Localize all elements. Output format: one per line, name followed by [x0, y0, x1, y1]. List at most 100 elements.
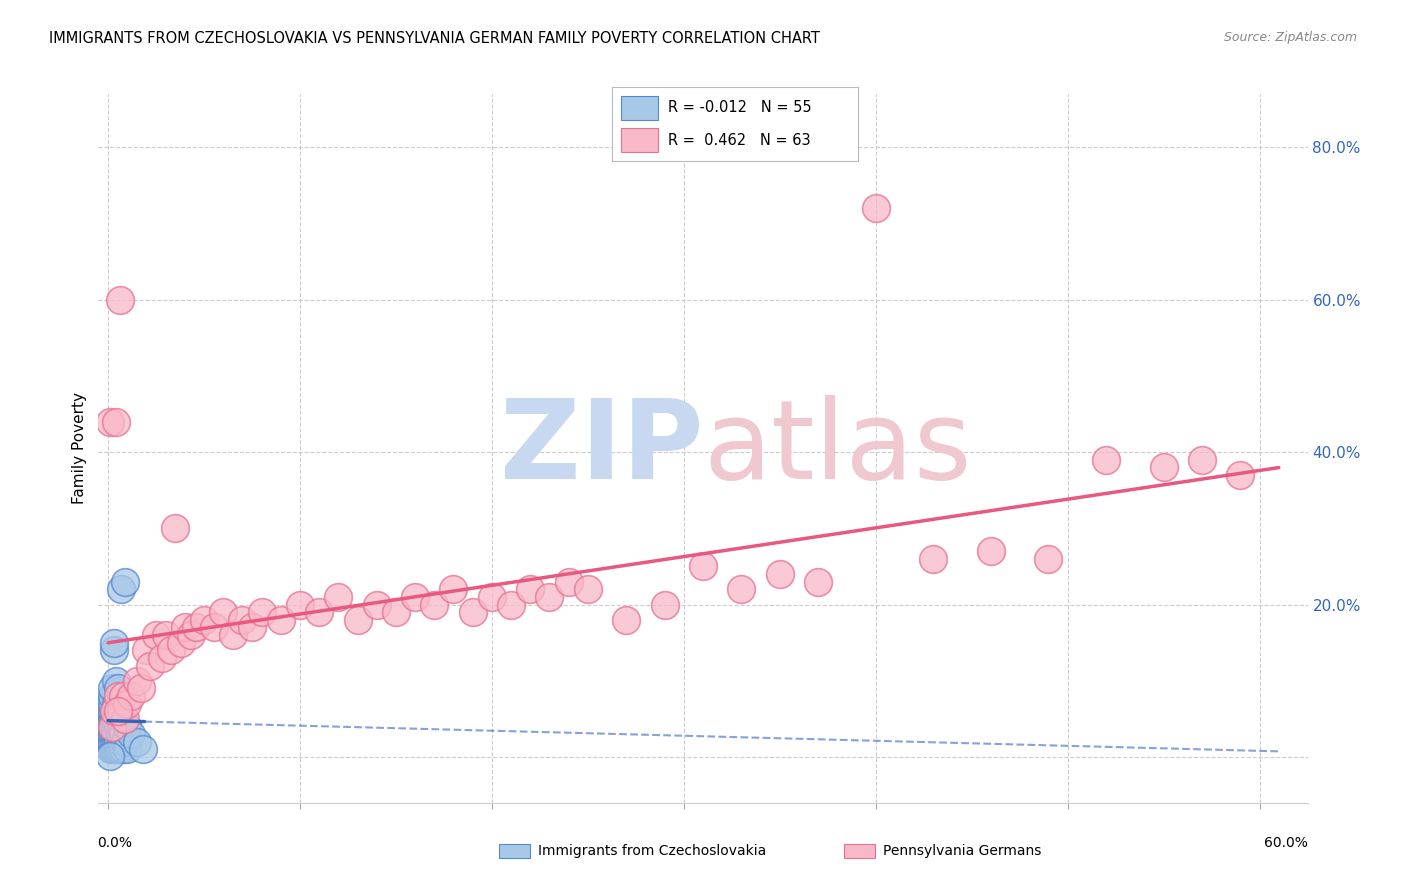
Point — [104, 415, 127, 429]
Point — [807, 574, 830, 589]
Point — [112, 742, 135, 756]
Point — [1153, 460, 1175, 475]
Point — [139, 658, 162, 673]
Point — [922, 551, 945, 566]
Point — [222, 628, 245, 642]
Point — [1038, 551, 1060, 566]
Point — [103, 643, 125, 657]
Point — [165, 521, 187, 535]
Point — [98, 720, 121, 734]
Point — [104, 742, 127, 756]
Point — [145, 628, 167, 642]
Point — [186, 620, 208, 634]
Point — [692, 559, 714, 574]
Bar — [621, 96, 658, 120]
Point — [231, 613, 253, 627]
Point — [366, 598, 388, 612]
Point — [125, 735, 148, 749]
Point — [308, 605, 330, 619]
Point — [103, 735, 125, 749]
Point — [98, 415, 121, 429]
Text: IMMIGRANTS FROM CZECHOSLOVAKIA VS PENNSYLVANIA GERMAN FAMILY POVERTY CORRELATION: IMMIGRANTS FROM CZECHOSLOVAKIA VS PENNSY… — [49, 31, 820, 46]
Point — [115, 742, 138, 756]
Point — [865, 201, 887, 215]
Text: 0.0%: 0.0% — [97, 836, 132, 850]
Point — [107, 735, 129, 749]
Point — [101, 681, 124, 696]
Point — [101, 742, 124, 756]
Point — [107, 720, 129, 734]
Text: R =  0.462   N = 63: R = 0.462 N = 63 — [668, 133, 811, 147]
Point — [212, 605, 235, 619]
Point — [443, 582, 465, 597]
Point — [114, 712, 136, 726]
Point — [160, 643, 183, 657]
Text: Immigrants from Czechoslovakia: Immigrants from Czechoslovakia — [538, 844, 766, 858]
Point — [103, 742, 125, 756]
Point — [129, 681, 152, 696]
Point — [101, 720, 124, 734]
Point — [107, 742, 129, 756]
Point — [346, 613, 368, 627]
Point — [108, 727, 131, 741]
Point — [104, 735, 127, 749]
Point — [101, 720, 124, 734]
Point — [1229, 467, 1251, 482]
Point — [98, 735, 121, 749]
Point — [654, 598, 676, 612]
Point — [98, 712, 121, 726]
Point — [115, 720, 138, 734]
Point — [101, 727, 124, 741]
Text: 60.0%: 60.0% — [1264, 836, 1308, 850]
Point — [107, 689, 129, 703]
Point — [125, 673, 148, 688]
Point — [103, 727, 125, 741]
Point — [180, 628, 202, 642]
Point — [104, 673, 127, 688]
Point — [98, 727, 121, 741]
Point — [104, 697, 127, 711]
Point — [112, 689, 135, 703]
Point — [110, 582, 132, 597]
Point — [481, 590, 503, 604]
Point — [101, 689, 124, 703]
Point — [423, 598, 446, 612]
Point — [101, 735, 124, 749]
Point — [1095, 452, 1118, 467]
Point — [103, 704, 125, 718]
Point — [270, 613, 292, 627]
Point — [108, 712, 131, 726]
Point — [328, 590, 350, 604]
Point — [103, 635, 125, 649]
Point — [150, 651, 173, 665]
Point — [170, 635, 193, 649]
Point — [110, 735, 132, 749]
Point — [101, 704, 124, 718]
Point — [980, 544, 1002, 558]
Point — [461, 605, 484, 619]
Point — [112, 727, 135, 741]
Point — [404, 590, 426, 604]
Text: Source: ZipAtlas.com: Source: ZipAtlas.com — [1223, 31, 1357, 45]
Point — [614, 613, 637, 627]
Point — [103, 720, 125, 734]
Point — [104, 727, 127, 741]
Point — [250, 605, 273, 619]
Point — [98, 720, 121, 734]
Text: atlas: atlas — [703, 395, 972, 501]
Point — [107, 704, 129, 718]
Point — [135, 643, 157, 657]
Point — [98, 704, 121, 718]
Point — [98, 742, 121, 756]
Point — [98, 735, 121, 749]
Point — [538, 590, 561, 604]
Point — [202, 620, 225, 634]
Point — [114, 735, 136, 749]
Point — [104, 712, 127, 726]
Point — [107, 704, 129, 718]
Point — [499, 598, 522, 612]
Point — [108, 293, 131, 307]
Point — [101, 697, 124, 711]
Point — [98, 697, 121, 711]
Bar — [621, 128, 658, 152]
